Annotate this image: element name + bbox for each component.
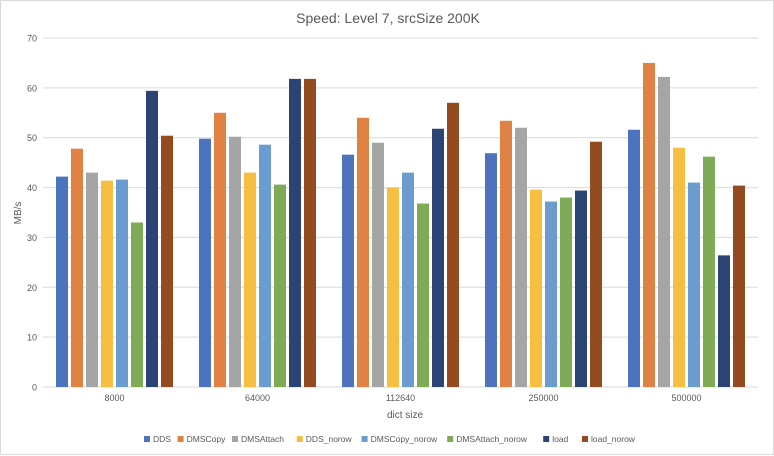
bar-DMSAttach-8000 [86,172,98,387]
bar-DMSCopy-500000 [643,62,655,388]
bar-load_norow-64000 [304,78,316,387]
legend-label: load_norow [591,434,636,444]
bar-DDS_norow-8000 [101,180,113,387]
legend-label: DMSCopy_norow [371,434,438,444]
bar-DMSAttach_norow-64000 [274,184,286,387]
bar-load-64000 [289,78,301,387]
x-tick-label: 500000 [671,393,701,403]
legend-swatch [296,436,303,442]
bar-DMSAttach-64000 [229,136,241,387]
legend-swatch [582,436,588,442]
y-tick-label: 30 [27,233,37,243]
bar-DMSCopy-112640 [357,117,369,388]
legend-swatch [232,436,238,442]
legend-label: DMSCopy [187,434,226,444]
bar-DMSAttach_norow-8000 [131,222,143,387]
bar-DMSCopy-250000 [500,120,512,388]
bar-DMSAttach_norow-250000 [560,197,572,387]
bar-DMSAttach-500000 [658,76,670,387]
bar-load-112640 [432,128,444,387]
x-tick-label: 112640 [386,393,415,403]
bar-DMSCopy_norow-64000 [259,144,271,387]
legend-item: DMSAttach [232,434,284,444]
bar-DMSCopy_norow-8000 [116,179,128,387]
bar-DDS_norow-500000 [673,147,685,387]
legend-swatch [543,436,550,442]
x-axis-label: dict size [387,410,424,421]
legend-swatch [177,436,184,442]
legend-label: DDS_norow [306,434,353,444]
bar-DDS-250000 [485,153,497,387]
y-axis-label: MB/s [13,202,24,225]
y-tick-label: 10 [27,333,37,343]
bar-load_norow-8000 [161,135,173,387]
y-tick-label: 50 [27,133,37,143]
y-tick-label: 20 [27,283,37,293]
bar-DMSAttach_norow-500000 [703,156,715,387]
bar-load-500000 [718,255,730,387]
chart-title: Speed: Level 7, srcSize 200K [296,10,480,26]
bar-DDS-64000 [199,138,211,387]
legend-label: load [552,434,568,444]
bar-DDS_norow-64000 [244,172,256,387]
legend-label: DMSAttach [241,434,284,444]
legend-item: DMSCopy_norow [361,434,438,444]
bar-DDS-500000 [628,129,640,388]
bar-DMSCopy-64000 [214,112,226,388]
bar-load-8000 [146,90,158,387]
bar-DDS_norow-250000 [530,189,542,387]
legend-swatch [361,436,368,442]
bar-DMSCopy_norow-112640 [402,172,414,387]
bar-DDS-112640 [342,154,354,387]
bar-DDS-8000 [56,176,68,387]
legend-item: load [543,434,569,444]
legend-label: DDS [153,434,171,444]
legend-item: load_norow [582,434,636,444]
bar-DMSCopy_norow-250000 [545,201,557,387]
legend-item: DDS_norow [296,434,353,444]
legend-item: DDS [144,434,171,444]
y-tick-label: 60 [27,83,37,93]
bar-load_norow-112640 [447,102,459,388]
legend-label: DMSAttach_norow [456,434,528,444]
x-tick-label: 64000 [245,393,270,403]
legend-swatch [144,436,150,442]
x-tick-label: 8000 [104,393,124,403]
bar-DMSAttach-250000 [515,127,527,387]
bar-load_norow-500000 [733,185,745,387]
bar-DMSCopy_norow-500000 [688,182,700,387]
bar-load_norow-250000 [590,141,602,387]
bar-DDS_norow-112640 [387,187,399,387]
x-tick-label: 250000 [528,393,558,403]
y-tick-label: 70 [27,34,37,44]
legend-swatch [447,436,454,442]
y-tick-label: 40 [27,183,37,193]
y-tick-label: 0 [32,383,37,393]
bar-DMSCopy-8000 [71,148,83,387]
legend-item: DMSAttach_norow [447,434,528,444]
bar-DMSAttach-112640 [372,142,384,387]
bar-DMSAttach_norow-112640 [417,203,429,387]
legend-item: DMSCopy [177,434,226,444]
bar-load-250000 [575,190,587,387]
